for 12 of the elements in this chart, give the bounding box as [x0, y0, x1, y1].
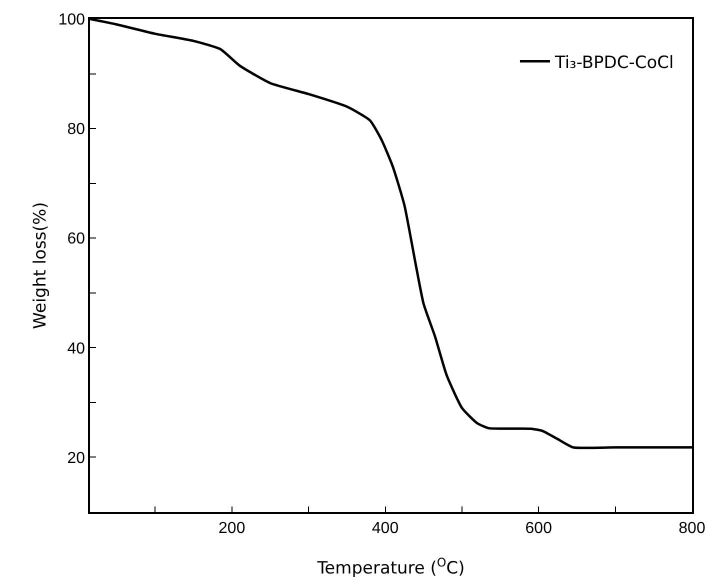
x-tick-label: 600 [525, 520, 552, 537]
y-tick-label: 20 [67, 450, 86, 467]
x-tick-label: 800 [678, 520, 706, 537]
y-tick-label: 100 [58, 12, 86, 29]
x-axis-title: Temperature ($^{O}$C) [316, 555, 465, 578]
y-tick-label: 60 [67, 230, 86, 248]
y-tick-label: 40 [67, 340, 86, 358]
y-tick-label: 80 [67, 121, 86, 138]
y-axis-title: Weight loss(%) [30, 202, 50, 329]
x-tick-label: 400 [372, 520, 399, 537]
legend-label: Ti₃-BPDC-CoCl [554, 52, 674, 73]
x-tick-label: 200 [218, 520, 246, 537]
